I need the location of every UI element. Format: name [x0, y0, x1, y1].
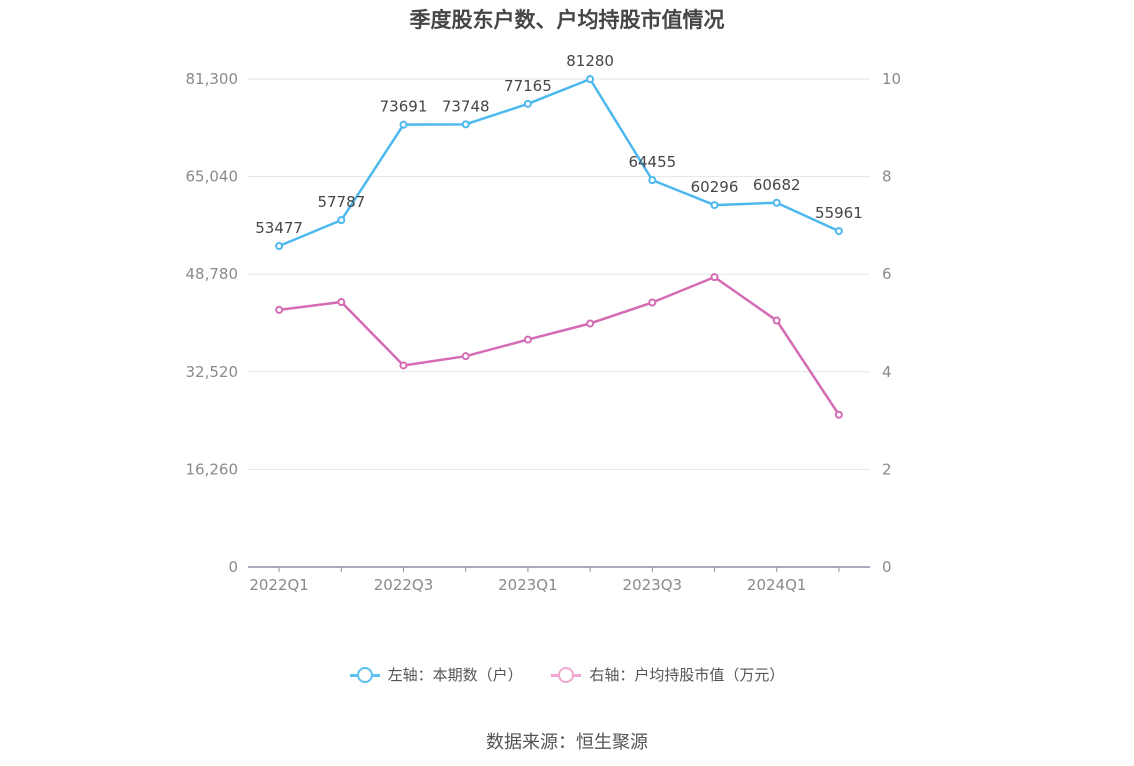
- data-point: [648, 298, 657, 307]
- data-label: 53477: [255, 219, 303, 237]
- left-tick-label: 16,260: [186, 460, 239, 478]
- right-tick-label: 2: [882, 460, 892, 478]
- data-point: [399, 361, 408, 370]
- right-tick-label: 8: [882, 168, 892, 186]
- data-point: [772, 198, 781, 207]
- left-tick-label: 0: [228, 558, 238, 576]
- right-axis-ticks: 0 2 4 6 8 10: [882, 70, 901, 576]
- left-tick-label: 48,780: [186, 265, 239, 283]
- data-label: 81280: [566, 52, 614, 70]
- legend-label: 左轴：本期数（户）: [387, 666, 523, 684]
- right-tick-label: 4: [882, 363, 892, 381]
- right-tick-label: 10: [882, 70, 901, 88]
- data-point: [337, 216, 346, 225]
- x-tick-label: 2023Q3: [623, 576, 683, 594]
- data-point: [710, 201, 719, 210]
- right-tick-label: 0: [882, 558, 892, 576]
- x-axis: 2022Q1 2022Q3 2023Q1 2023Q3 2024Q1: [248, 566, 870, 594]
- data-point: [710, 273, 719, 282]
- data-label: 55961: [815, 204, 863, 222]
- data-label: 64455: [628, 153, 676, 171]
- data-point: [461, 352, 470, 361]
- data-point: [337, 298, 346, 307]
- data-source: 数据来源：恒生聚源: [486, 732, 648, 753]
- legend-label: 右轴：户均持股市值（万元）: [589, 666, 785, 684]
- data-point: [834, 227, 843, 236]
- x-tick-label: 2022Q3: [374, 576, 434, 594]
- x-tick-label: 2024Q1: [747, 576, 807, 594]
- grid-lines: [248, 78, 870, 470]
- data-point: [275, 305, 284, 314]
- data-point: [772, 316, 781, 325]
- left-tick-label: 81,300: [186, 70, 239, 88]
- data-point: [275, 242, 284, 251]
- data-point: [648, 176, 657, 185]
- legend-line-icon: [551, 666, 582, 683]
- data-label: 73748: [442, 97, 490, 115]
- data-label: 73691: [380, 98, 428, 116]
- x-tick-label: 2022Q1: [249, 576, 309, 594]
- legend-item-avg-value[interactable]: 右轴：户均持股市值（万元）: [551, 664, 784, 685]
- data-point: [523, 335, 532, 344]
- data-label: 60296: [691, 178, 739, 196]
- data-point: [834, 410, 843, 419]
- data-point: [399, 120, 408, 129]
- series-line: [278, 77, 840, 248]
- series-layer: 53477 57787 73691 73748 77165 81280 64455 60296…: [255, 52, 863, 419]
- data-point: [586, 75, 595, 84]
- data-point: [586, 319, 595, 328]
- data-label: 60682: [753, 176, 801, 194]
- legend: 左轴：本期数（户） 右轴：户均持股市值（万元）: [0, 664, 1134, 687]
- data-label: 57787: [317, 193, 365, 211]
- right-tick-label: 6: [882, 265, 892, 283]
- legend-item-households[interactable]: 左轴：本期数（户）: [349, 664, 523, 685]
- chart-title: 季度股东户数、户均持股市值情况: [409, 8, 725, 32]
- series-line: [278, 275, 840, 416]
- legend-line-icon: [349, 666, 380, 683]
- data-label: 77165: [504, 77, 552, 95]
- data-point: [523, 99, 532, 108]
- left-tick-label: 65,040: [186, 168, 239, 186]
- left-tick-label: 32,520: [186, 363, 239, 381]
- x-tick-label: 2023Q1: [498, 576, 558, 594]
- data-point: [461, 120, 470, 129]
- left-axis-ticks: 0 16,260 32,520 48,780 65,040 81,300: [186, 70, 239, 576]
